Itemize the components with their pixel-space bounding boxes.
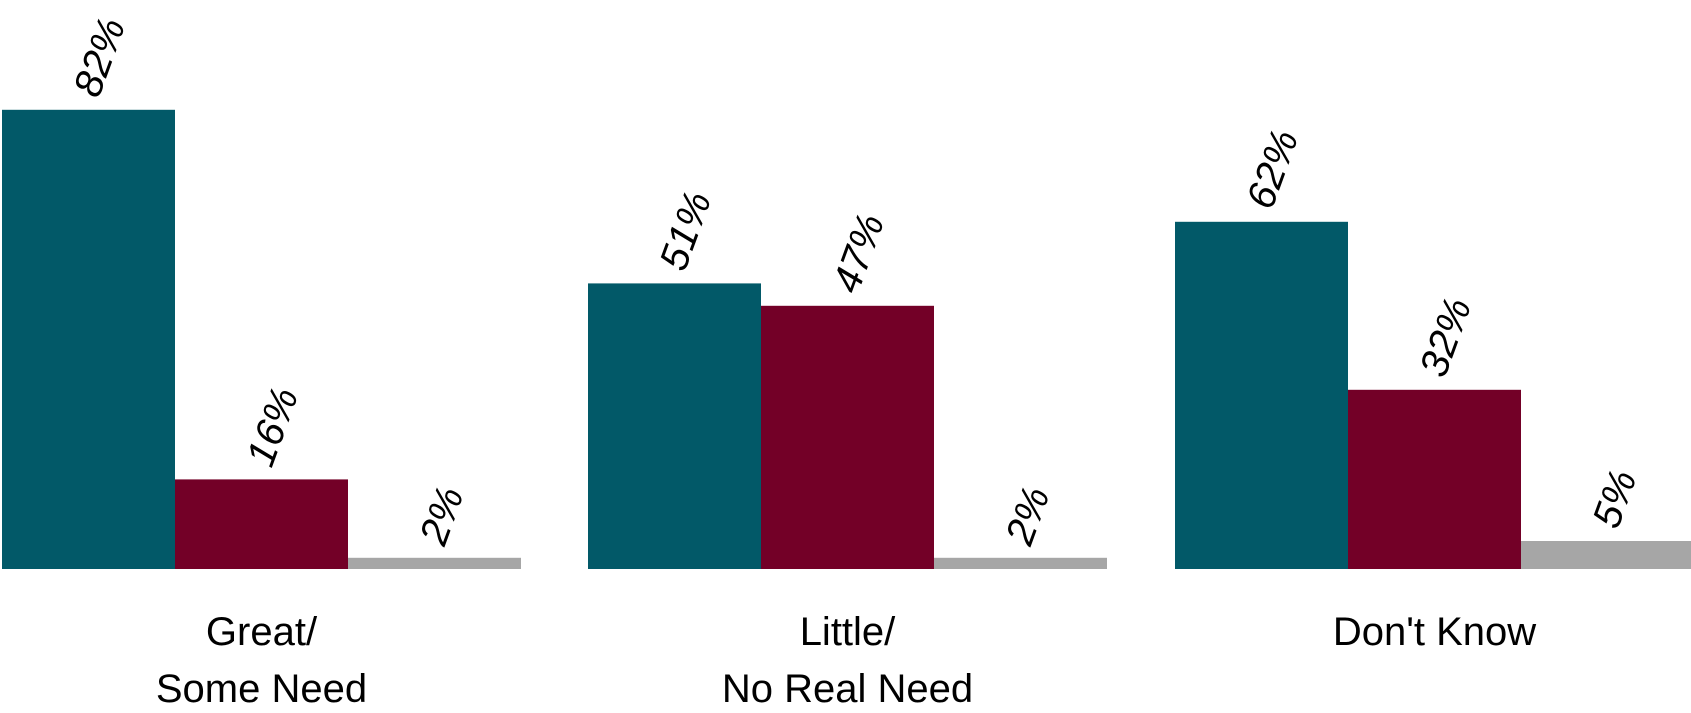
bar-series-3-cat-1: [348, 557, 521, 569]
value-label-series-1-cat-3: 62%: [1239, 124, 1308, 214]
bar-series-3-cat-3: [1521, 541, 1691, 569]
bar-series-3-cat-2: [934, 557, 1107, 569]
value-label-series-2-cat-2: 47%: [825, 208, 894, 298]
category-label-line: Some Need: [156, 667, 367, 711]
bar-series-2-cat-3: [1348, 389, 1521, 569]
bar-series-1-cat-1: [2, 109, 175, 570]
category-label-2: Little/No Real Need: [722, 610, 973, 711]
category-label-1: Great/Some Need: [156, 610, 367, 711]
value-label-series-3-cat-3: 5%: [1585, 464, 1646, 533]
value-label-series-2-cat-3: 32%: [1412, 292, 1481, 382]
category-label-line: No Real Need: [722, 667, 973, 711]
bars-group: [2, 109, 1691, 570]
value-label-series-1-cat-1: 82%: [66, 12, 135, 102]
bar-series-2-cat-1: [175, 479, 348, 569]
category-label-line: Little/: [800, 610, 896, 654]
bar-series-2-cat-2: [761, 305, 934, 569]
value-label-series-3-cat-1: 2%: [411, 481, 472, 551]
value-label-series-2-cat-1: 16%: [239, 382, 308, 472]
category-label-line: Don't Know: [1333, 610, 1536, 654]
category-label-line: Great/: [206, 610, 318, 654]
value-label-series-3-cat-2: 2%: [997, 481, 1058, 551]
category-labels-group: Great/Some Need Little/No Real Need Don't …: [156, 610, 1536, 711]
value-label-series-1-cat-2: 51%: [652, 186, 721, 276]
bar-series-1-cat-2: [588, 283, 761, 569]
bar-series-1-cat-3: [1175, 221, 1348, 570]
category-label-3: Don't Know: [1333, 610, 1536, 654]
